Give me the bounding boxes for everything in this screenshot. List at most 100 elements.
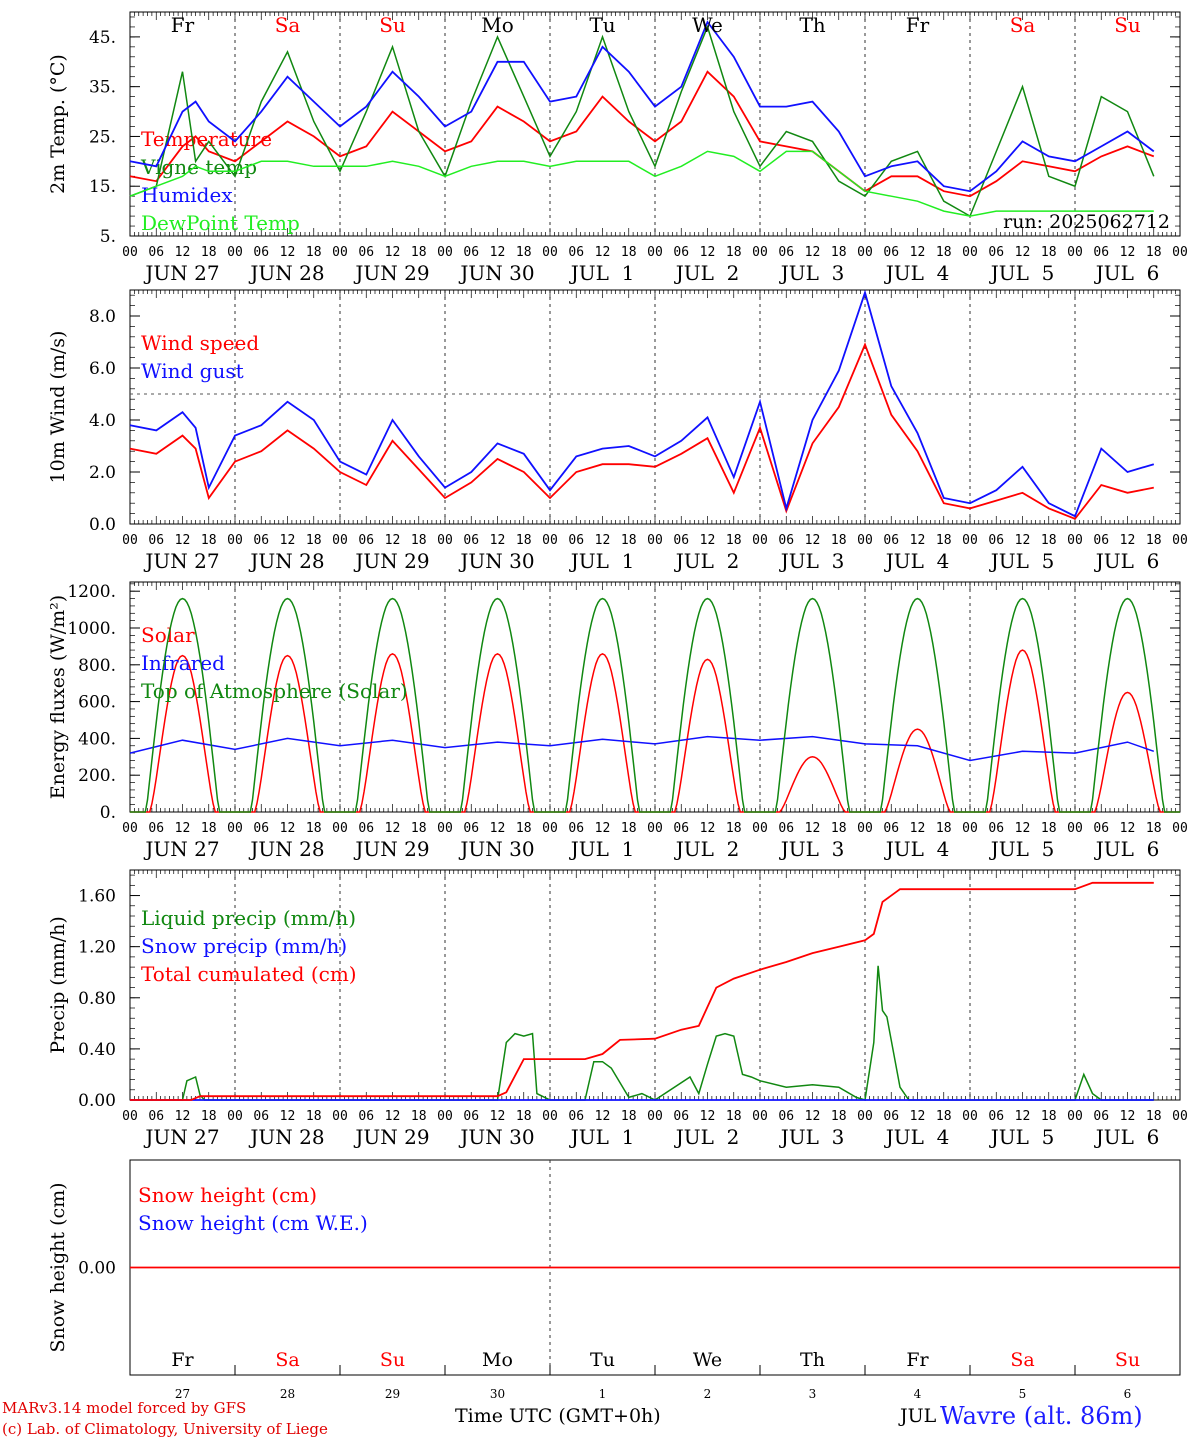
hour-tick-label: 06: [253, 1109, 269, 1124]
weekday-label: Mo: [482, 1349, 513, 1371]
hour-tick-label: 18: [726, 245, 742, 260]
date-label: JUL 1: [569, 261, 635, 285]
legend-snow-precip-mm-h-: Snow precip (mm/h): [141, 934, 347, 958]
hour-tick-label: 12: [910, 533, 926, 548]
y-tick-label: 25.: [89, 127, 116, 147]
hour-tick-label: 12: [1120, 821, 1136, 836]
hour-tick-label: 18: [936, 245, 952, 260]
hour-tick-label: 18: [1146, 821, 1162, 836]
y-tick-label: 2.0: [89, 463, 116, 483]
hour-tick-label: 18: [1146, 245, 1162, 260]
hour-tick-label: 12: [280, 245, 296, 260]
hour-tick-label: 00: [962, 821, 978, 836]
date-label: JUL 5: [989, 1125, 1055, 1149]
hour-tick-label: 06: [1093, 821, 1109, 836]
hour-tick-label: 00: [122, 245, 138, 260]
y-axis-label: 10m Wind (m/s): [47, 331, 69, 484]
legend-snow-height-cm-w-e-: Snow height (cm W.E.): [138, 1211, 368, 1235]
date-label: JUN 27: [143, 261, 219, 285]
date-label: JUL 6: [1094, 261, 1160, 285]
y-tick-label: 35.: [89, 78, 116, 98]
series-line-vigne-temp: [129, 24, 1155, 218]
y-axis-label: Precip (mm/h): [47, 916, 69, 1054]
y-axis-label: 2m Temp. (°C): [47, 54, 69, 194]
hour-tick-label: 00: [542, 533, 558, 548]
hour-tick-label: 12: [385, 245, 401, 260]
date-label: JUL 1: [569, 549, 635, 573]
date-label: JUN 29: [353, 1125, 429, 1149]
hour-tick-label: 06: [778, 821, 794, 836]
hour-tick-label: 12: [175, 1109, 191, 1124]
model-label: MARv3.14 model forced by GFS: [2, 1399, 247, 1417]
y-tick-label: 8.0: [89, 307, 116, 327]
hour-tick-label: 18: [201, 1109, 217, 1124]
hour-tick-label: 06: [883, 533, 899, 548]
hour-tick-label: 00: [1172, 821, 1188, 836]
y-tick-label: 0.0: [89, 515, 116, 535]
legend-dewpoint-temp: DewPoint Temp: [141, 211, 300, 235]
hour-tick-label: 06: [568, 533, 584, 548]
hour-tick-label: 00: [1067, 1109, 1083, 1124]
hour-tick-label: 12: [805, 1109, 821, 1124]
hour-tick-label: 12: [910, 1109, 926, 1124]
date-label: JUN 28: [248, 261, 324, 285]
hour-tick-label: 00: [752, 533, 768, 548]
hour-tick-label: 06: [988, 533, 1004, 548]
date-label: JUN 28: [248, 1125, 324, 1149]
hour-tick-label: 18: [516, 821, 532, 836]
hour-tick-label: 06: [253, 821, 269, 836]
y-tick-label: 0.80: [78, 989, 116, 1009]
date-label: JUL 4: [884, 837, 950, 861]
date-label: JUL 2: [674, 261, 740, 285]
weekday-label: Fr: [171, 1349, 194, 1371]
y-tick-label: 400.: [78, 729, 116, 749]
hour-tick-label: 00: [647, 1109, 663, 1124]
day-number-label: 28: [280, 1387, 295, 1401]
hour-tick-label: 00: [437, 245, 453, 260]
weekday-label: Fr: [171, 13, 195, 37]
date-label: JUN 28: [248, 837, 324, 861]
panel-5: 0.00 Snow height (cm) Snow height (cm) Snow…: [47, 1159, 1181, 1401]
hour-tick-label: 06: [1093, 533, 1109, 548]
hour-tick-label: 00: [227, 245, 243, 260]
hour-tick-label: 00: [332, 245, 348, 260]
date-label: JUN 28: [248, 549, 324, 573]
hour-tick-label: 12: [280, 533, 296, 548]
legend-total-cumulated-cm-: Total cumulated (cm): [141, 962, 357, 986]
series-line-temperature: [129, 70, 1155, 198]
hour-tick-label: 18: [1146, 533, 1162, 548]
hour-tick-label: 00: [647, 245, 663, 260]
hour-tick-label: 00: [542, 245, 558, 260]
y-tick-label: 800.: [78, 656, 116, 676]
hour-tick-label: 00: [647, 533, 663, 548]
hour-tick-label: 00: [752, 821, 768, 836]
hour-tick-label: 18: [516, 533, 532, 548]
hour-tick-label: 12: [700, 1109, 716, 1124]
hour-tick-label: 12: [490, 1109, 506, 1124]
hour-tick-label: 18: [516, 1109, 532, 1124]
hour-tick-label: 18: [411, 245, 427, 260]
legend-infrared: Infrared: [141, 651, 225, 675]
hour-tick-label: 12: [385, 1109, 401, 1124]
series-line-infrared: [129, 735, 1155, 762]
y-tick-label: 600.: [78, 693, 116, 713]
day-number-label: 2: [704, 1387, 712, 1401]
hour-tick-label: 06: [568, 245, 584, 260]
hour-tick-label: 06: [883, 245, 899, 260]
hour-tick-label: 06: [778, 1109, 794, 1124]
hour-tick-label: 00: [857, 821, 873, 836]
hour-tick-label: 18: [1041, 533, 1057, 548]
month-label: JUL: [900, 1405, 937, 1427]
hour-tick-label: 00: [227, 533, 243, 548]
weekday-label: We: [692, 13, 723, 37]
weekday-label: Tu: [589, 13, 615, 37]
hour-tick-label: 18: [201, 245, 217, 260]
hour-tick-label: 12: [385, 821, 401, 836]
hour-tick-label: 18: [831, 821, 847, 836]
y-tick-label: 6.0: [89, 359, 116, 379]
weekday-label: Sa: [1010, 13, 1036, 37]
legend-humidex: Humidex: [141, 183, 233, 207]
y-tick-label: 1000.: [67, 619, 116, 639]
hour-tick-label: 00: [227, 1109, 243, 1124]
